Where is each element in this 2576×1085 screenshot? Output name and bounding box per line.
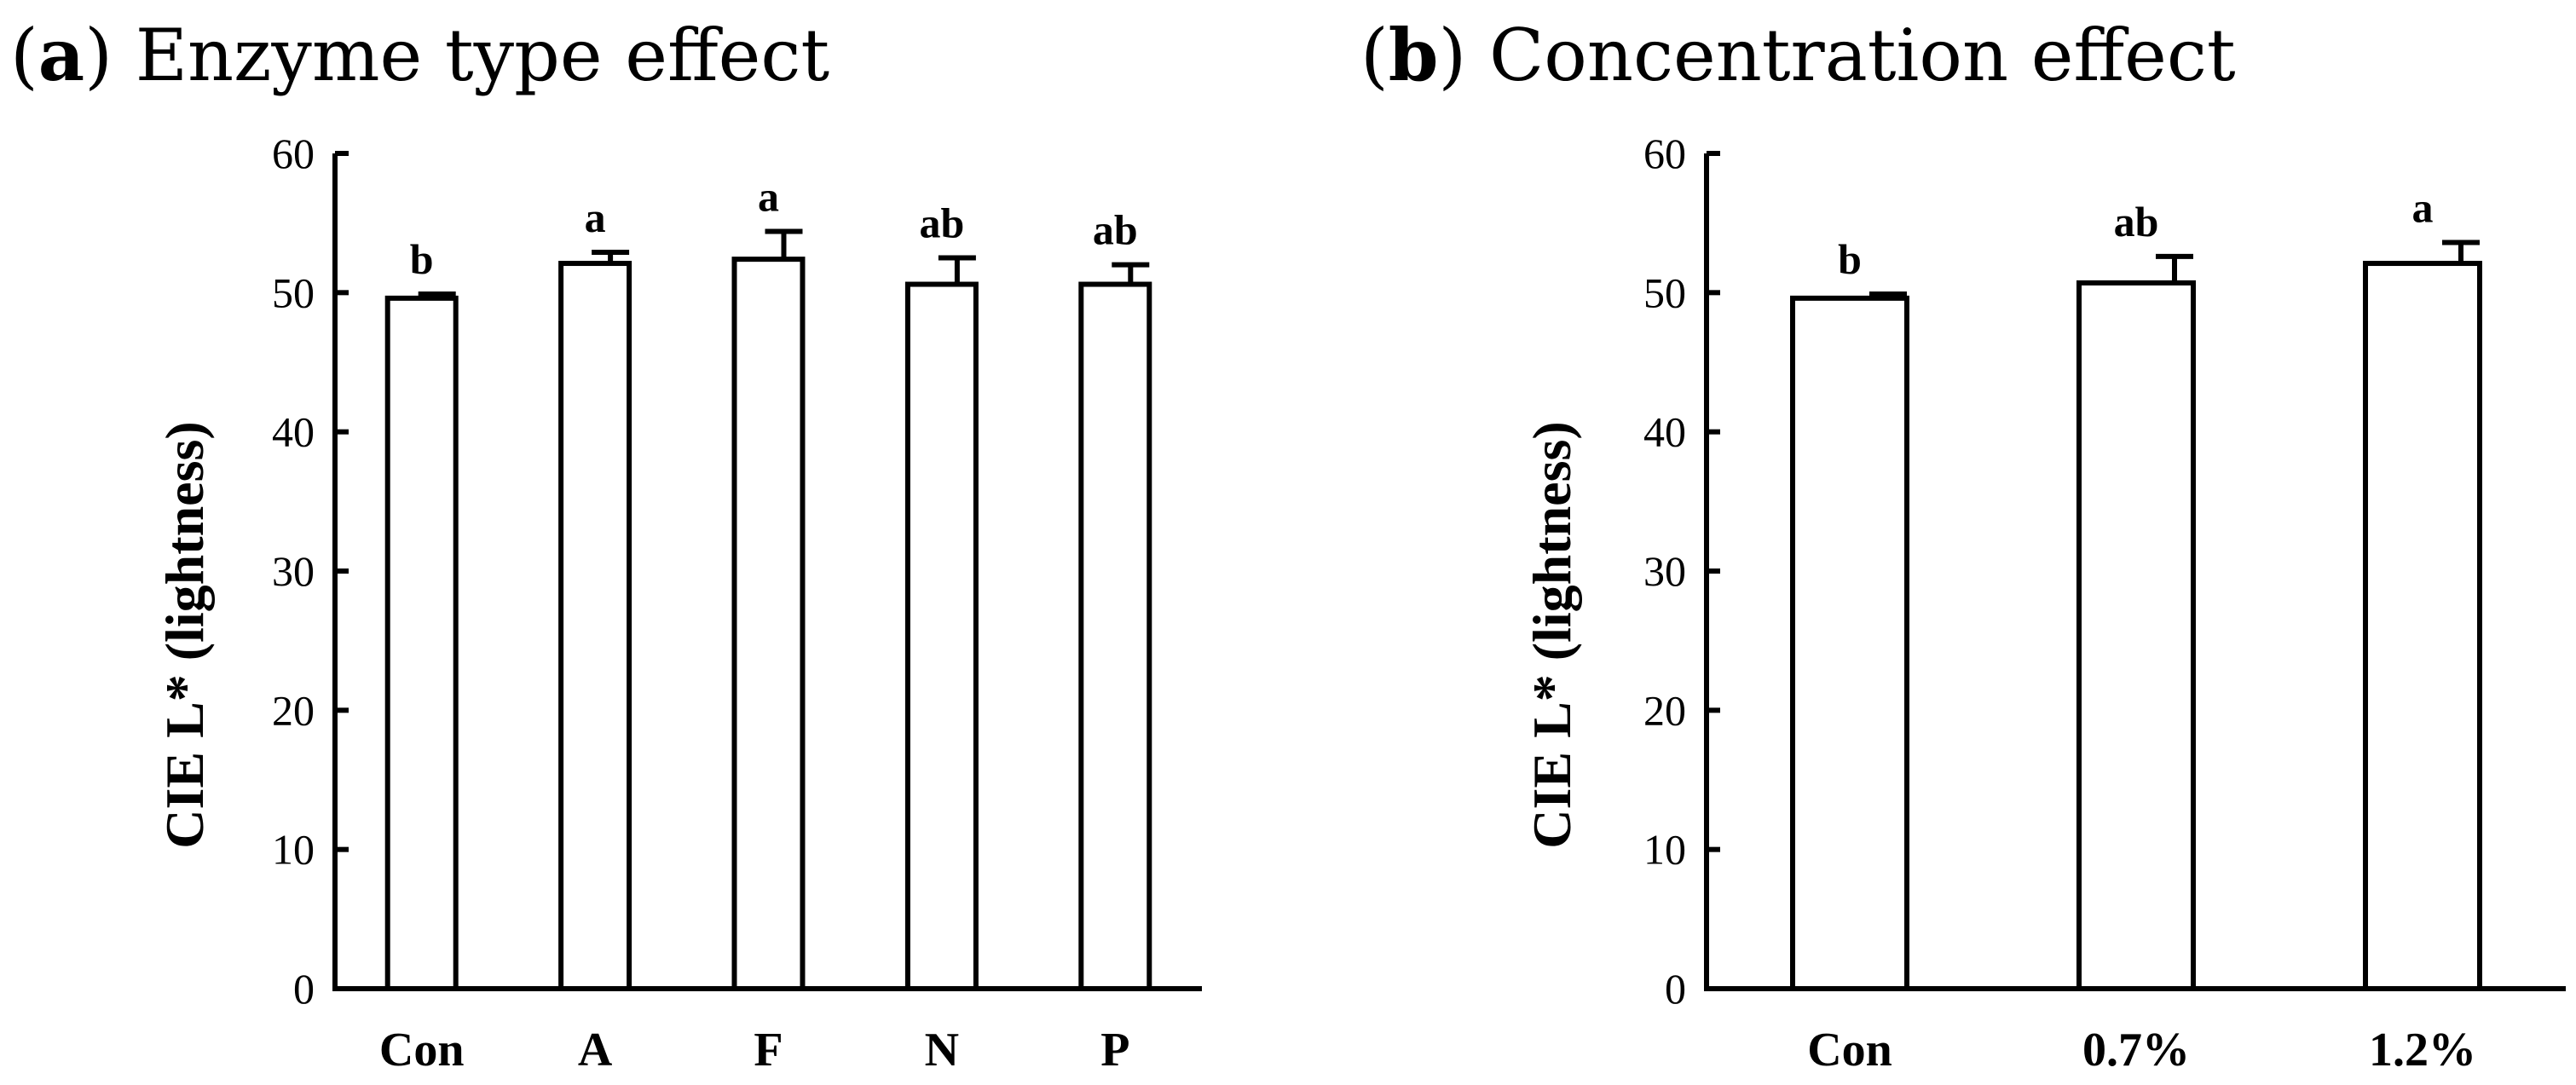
panel-a-bar <box>1078 281 1152 991</box>
chart-panel-b: (b) Concentration effect CIE L* (lightne… <box>1360 13 2566 1076</box>
panel-a-category-label: A <box>578 1024 613 1076</box>
panel-a-category-label: Con <box>379 1024 465 1076</box>
panel-a-bar <box>384 295 459 992</box>
panel-a-significance-label: a <box>585 193 606 241</box>
panel-b-title-text: Concentration effect <box>1489 14 2236 97</box>
panel-a-title: (a) Enzyme type effect <box>10 13 829 97</box>
panel-a-letter: a <box>38 13 84 97</box>
panel-b-bar <box>2363 261 2482 991</box>
panel-b-bar <box>1790 295 1909 992</box>
panel-a-y-tick-label: 0 <box>293 965 315 1013</box>
panel-a-marks: 0 10 20 30 40 50 60 b Con a Aa Fab Nab P <box>272 130 1202 1076</box>
panel-a-significance-label: ab <box>1093 206 1138 254</box>
panel-b-marks: 0 10 20 30 40 50 60 b Con ab 0.7% a 1.2% <box>1643 130 2566 1076</box>
panel-a-title-text: Enzyme type effect <box>136 14 830 97</box>
panel-a-category-label: P <box>1100 1024 1129 1076</box>
panel-b-significance-label: a <box>2412 184 2434 232</box>
panel-a-category-label: N <box>925 1024 959 1076</box>
panel-a-bar <box>731 257 806 991</box>
panel-a-significance-label: b <box>410 235 434 283</box>
panel-a-y-tick-label: 60 <box>272 130 315 177</box>
panel-a-y-tick-label: 40 <box>272 408 315 456</box>
panel-a-bar <box>558 261 632 991</box>
panel-b-y-tick-label: 10 <box>1643 826 1686 874</box>
panel-a-y-tick-label: 50 <box>272 268 315 316</box>
panel-b-y-tick-label: 20 <box>1643 686 1686 734</box>
panel-a-y-tick-label: 10 <box>272 826 315 874</box>
panel-a-category-label: F <box>754 1024 783 1076</box>
panel-b-y-tick-label: 30 <box>1643 547 1686 595</box>
panel-b-letter: b <box>1389 13 1439 97</box>
panel-b-bar <box>2076 280 2196 991</box>
panel-a-significance-label: ab <box>919 199 964 247</box>
panel-b-title: (b) Concentration effect <box>1360 13 2236 97</box>
chart-panel-a: (a) Enzyme type effect CIE L* (lightness… <box>10 13 1202 1076</box>
panel-b-y-tick-label: 60 <box>1643 130 1686 177</box>
panel-a-significance-label: a <box>758 172 779 220</box>
panel-b-significance-label: b <box>1838 235 1862 283</box>
panel-a-y-axis-label: CIE L* (lightness) <box>154 421 215 848</box>
panel-b-category-label: 1.2% <box>2369 1024 2476 1076</box>
panel-b-y-tick-label: 50 <box>1643 268 1686 316</box>
panel-b-significance-label: ab <box>2114 198 2159 245</box>
panel-a-y-tick-label: 30 <box>272 547 315 595</box>
panel-a-y-tick-label: 20 <box>272 686 315 734</box>
panel-b-y-tick-label: 0 <box>1665 965 1686 1013</box>
panel-b-y-tick-label: 40 <box>1643 408 1686 456</box>
panel-b-category-label: Con <box>1807 1024 1892 1076</box>
panel-b-category-label: 0.7% <box>2082 1024 2190 1076</box>
panel-a-bar <box>904 281 979 991</box>
panel-b-y-axis-label: CIE L* (lightness) <box>1522 421 1582 848</box>
